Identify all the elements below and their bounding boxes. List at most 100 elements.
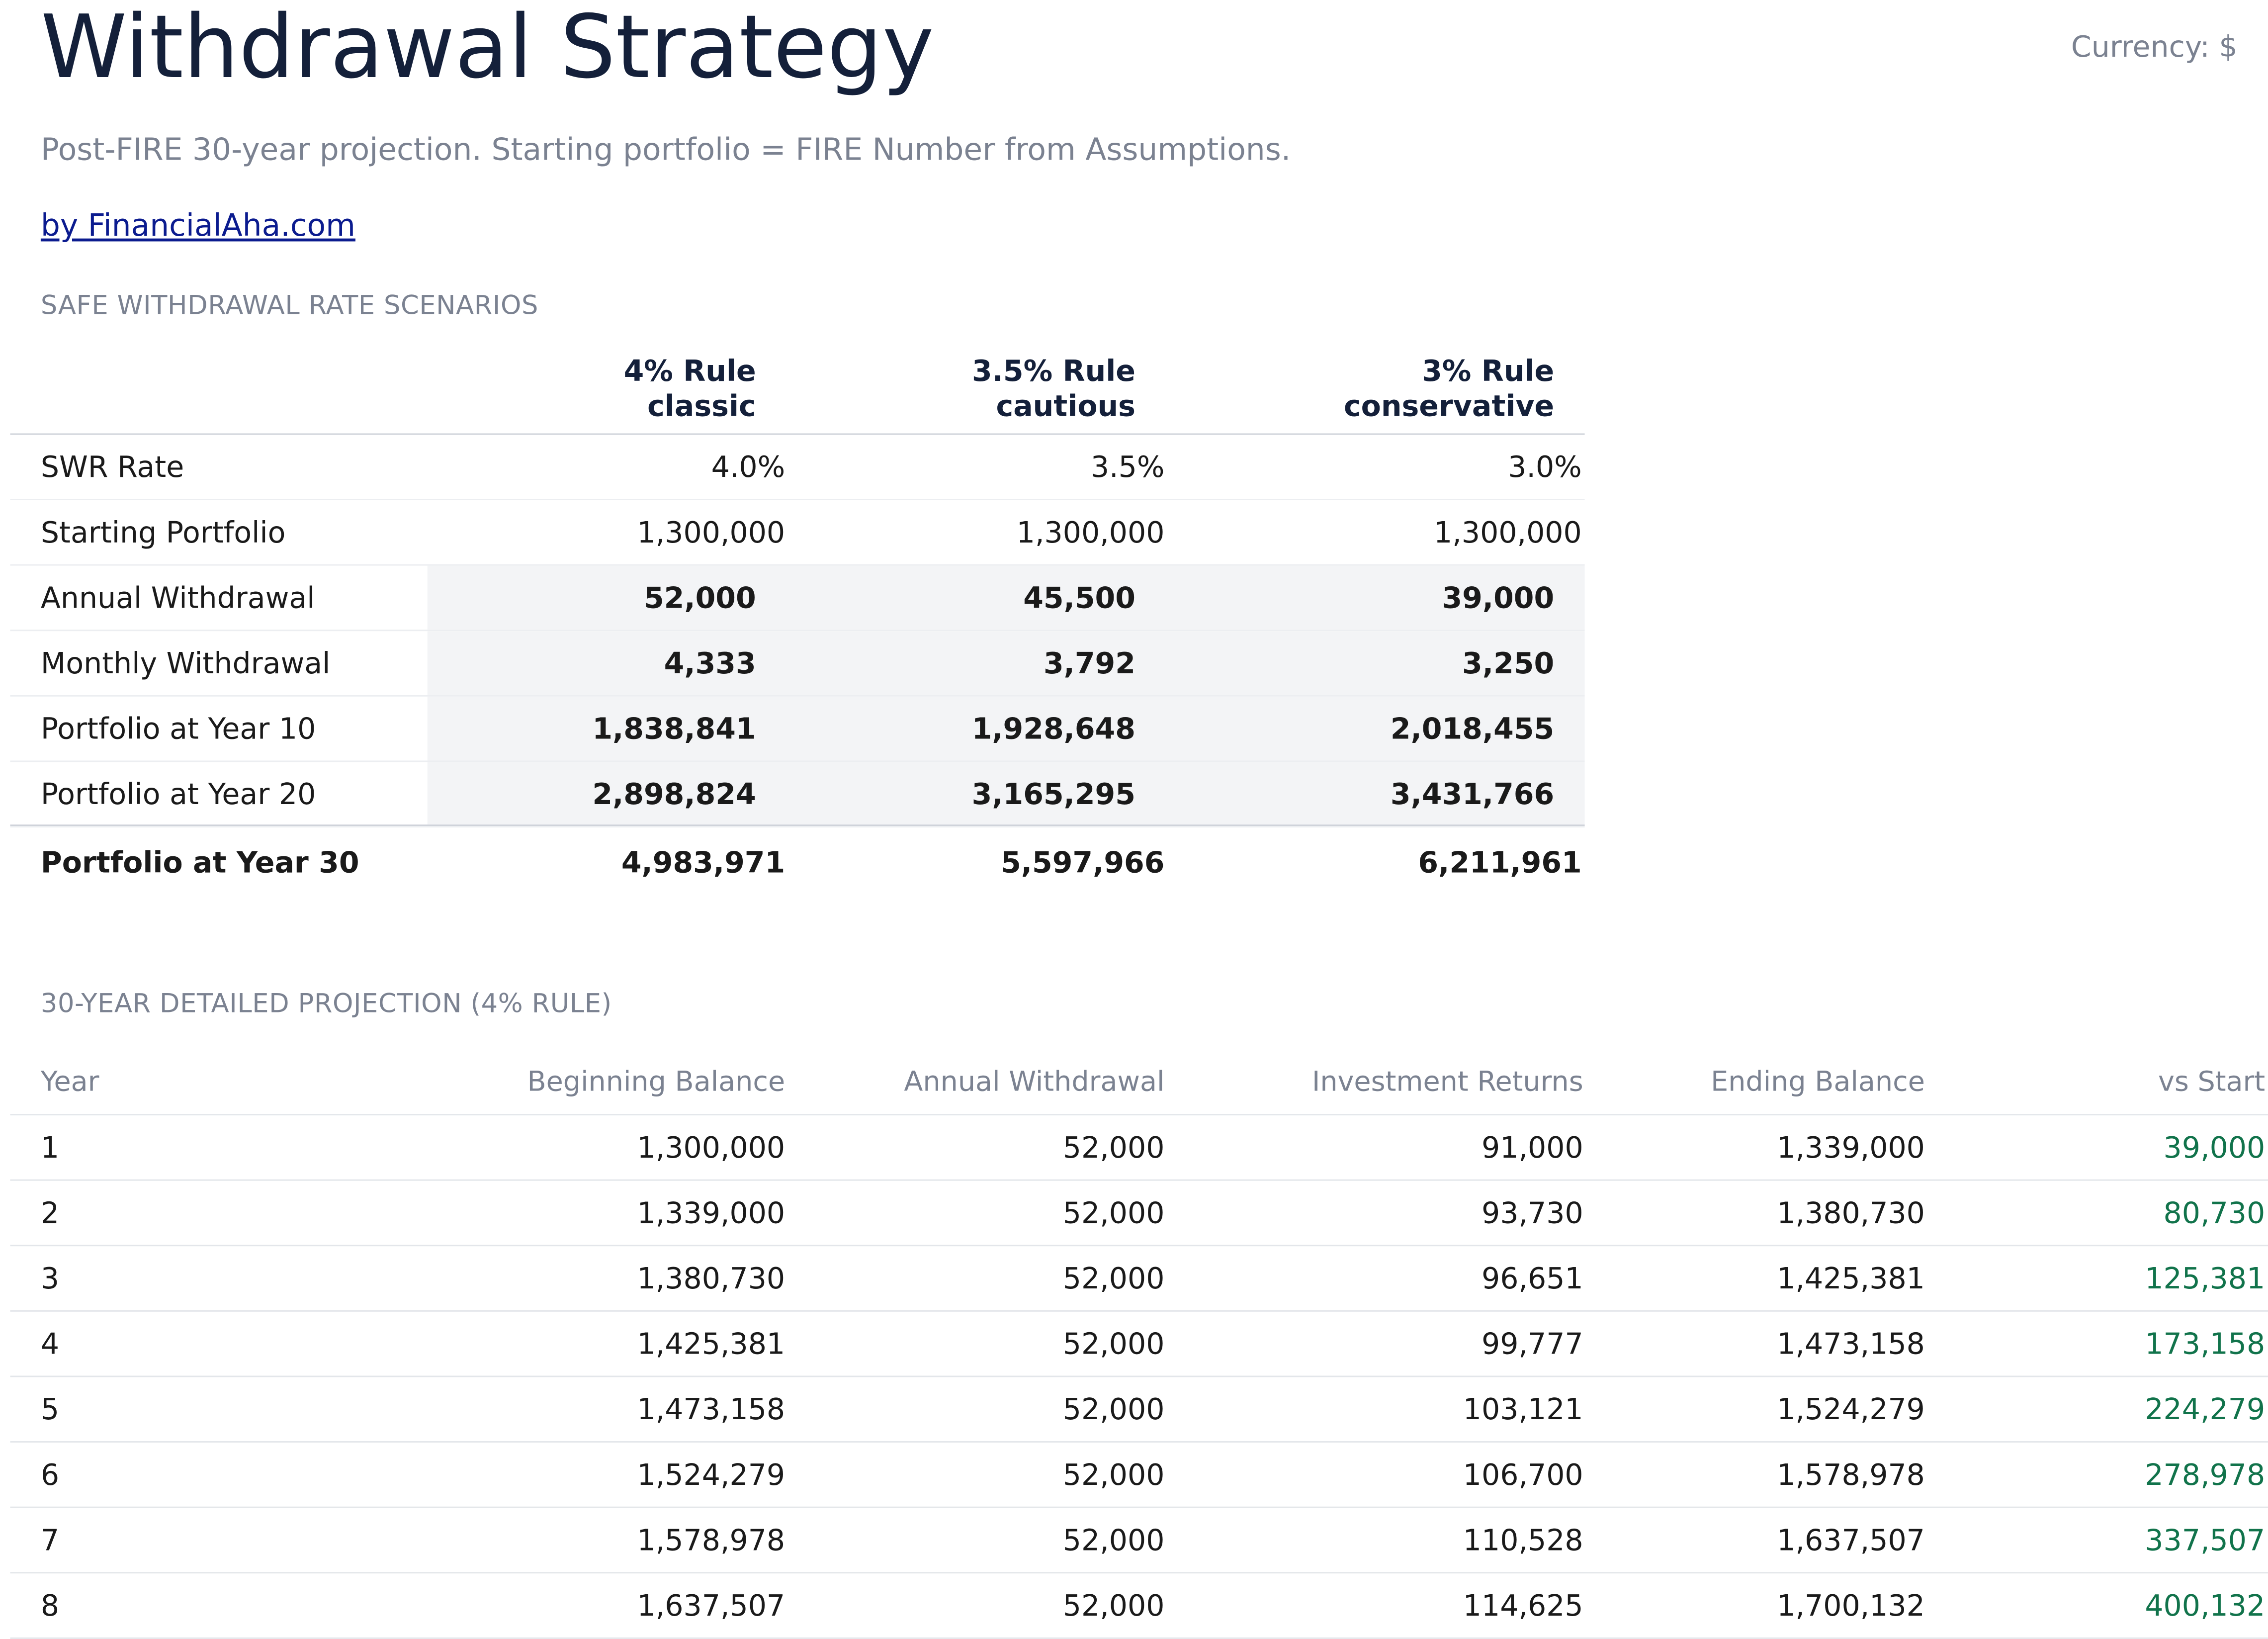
- projection-year: 1: [40, 1130, 60, 1165]
- scenario-total-row: Portfolio at Year 30 4,983,971 5,597,966 6,…: [10, 824, 1585, 899]
- scenario-row-label: Monthly Withdrawal: [40, 645, 331, 681]
- projection-value: 39,000: [2163, 1130, 2266, 1165]
- projection-year: 5: [40, 1391, 60, 1427]
- projection-year: 2: [40, 1195, 60, 1231]
- projection-column-header: Annual Withdrawal: [904, 1066, 1165, 1098]
- projection-value: 1,300,000: [637, 1130, 785, 1165]
- projection-value: 110,528: [1463, 1522, 1583, 1558]
- projection-value: 52,000: [1062, 1522, 1165, 1558]
- projection-header-row: Year Beginning Balance Annual Withdrawal In…: [10, 1050, 2268, 1116]
- projection-year: 7: [40, 1522, 60, 1558]
- scenario-value: 52,000: [643, 580, 756, 616]
- projection-value: 1,524,279: [1777, 1391, 1925, 1427]
- projection-year: 8: [40, 1588, 60, 1623]
- currency-indicator: Currency: $: [2071, 29, 2238, 64]
- scenario-header-3pct: 3% Rule conservative: [1343, 353, 1555, 424]
- scenario-row-label: SWR Rate: [40, 449, 184, 484]
- projection-value: 1,637,507: [637, 1588, 785, 1623]
- scenario-header-4pct: 4% Rule classic: [623, 353, 756, 424]
- projection-value: 52,000: [1062, 1195, 1165, 1231]
- scenario-row: Monthly Withdrawal 4,333 3,792 3,250: [10, 631, 1585, 697]
- projection-value: 1,339,000: [1777, 1130, 1925, 1165]
- scenario-header-3-5pct: 3.5% Rule cautious: [971, 353, 1135, 424]
- scenario-row: Portfolio at Year 10 1,838,841 1,928,648 2,…: [10, 696, 1585, 762]
- projection-value: 52,000: [1062, 1261, 1165, 1296]
- projection-column-header: Investment Returns: [1311, 1066, 1583, 1098]
- scenario-value: 3,165,295: [971, 776, 1135, 812]
- scenario-value: 4,333: [664, 645, 756, 681]
- projection-column-header: Year: [40, 1066, 99, 1098]
- scenario-row: Portfolio at Year 20 2,898,824 3,165,295 3,…: [10, 762, 1585, 827]
- scenario-value: 2,898,824: [592, 776, 756, 812]
- projection-value: 52,000: [1062, 1391, 1165, 1427]
- projection-value: 125,381: [2145, 1261, 2266, 1296]
- scenario-row: Starting Portfolio 1,300,000 1,300,000 1,30…: [10, 500, 1585, 566]
- scenarios-header-row: 4% Rule classic 3.5% Rule cautious 3% Ru…: [10, 353, 1585, 435]
- page-subtitle: Post-FIRE 30-year projection. Starting p…: [40, 132, 1291, 168]
- row-highlight: [427, 762, 1585, 826]
- projection-row: 1 1,300,000 52,000 91,000 1,339,000 39,000: [10, 1115, 2268, 1181]
- projection-row: 3 1,380,730 52,000 96,651 1,425,381 125,381: [10, 1246, 2268, 1312]
- projection-value: 52,000: [1062, 1326, 1165, 1362]
- row-highlight: [427, 696, 1585, 761]
- scenarios-section-label: SAFE WITHDRAWAL RATE SCENARIOS: [40, 290, 539, 322]
- scenario-value: 45,500: [1023, 580, 1135, 616]
- projection-column-header: Beginning Balance: [527, 1066, 785, 1098]
- projection-value: 106,700: [1463, 1457, 1583, 1492]
- projection-row: 8 1,637,507 52,000 114,625 1,700,132 400,132: [10, 1573, 2268, 1639]
- projection-value: 1,637,507: [1777, 1522, 1925, 1558]
- scenario-value: 4.0%: [711, 449, 785, 484]
- projection-value: 52,000: [1062, 1130, 1165, 1165]
- projection-value: 1,700,132: [1777, 1588, 1925, 1623]
- projection-column-header: Ending Balance: [1711, 1066, 1925, 1098]
- row-highlight: [427, 565, 1585, 630]
- projection-row: 2 1,339,000 52,000 93,730 1,380,730 80,730: [10, 1181, 2268, 1247]
- scenario-row-label: Starting Portfolio: [40, 515, 286, 550]
- row-highlight: [427, 631, 1585, 695]
- scenario-value: 3,431,766: [1390, 776, 1555, 812]
- scenario-row-label: Portfolio at Year 20: [40, 776, 316, 812]
- financialaha-link[interactable]: by FinancialAha.com: [40, 208, 355, 243]
- scenario-value: 3,250: [1462, 645, 1555, 681]
- projection-value: 91,000: [1482, 1130, 1583, 1165]
- projection-section-label: 30-YEAR DETAILED PROJECTION (4% RULE): [40, 989, 612, 1020]
- scenario-row: Annual Withdrawal 52,000 45,500 39,000: [10, 565, 1585, 632]
- total-row-value: 4,983,971: [621, 845, 785, 880]
- scenario-value: 1,838,841: [592, 711, 756, 746]
- scenario-value: 1,300,000: [637, 515, 785, 550]
- projection-row: 7 1,578,978 52,000 110,528 1,637,507 337,507: [10, 1508, 2268, 1574]
- projection-row: 4 1,425,381 52,000 99,777 1,473,158 173,158: [10, 1312, 2268, 1377]
- projection-value: 173,158: [2145, 1326, 2266, 1362]
- projection-year: 3: [40, 1261, 60, 1296]
- projection-value: 400,132: [2145, 1588, 2266, 1623]
- scenario-row-label: Portfolio at Year 10: [40, 711, 316, 746]
- scenario-row: SWR Rate 4.0% 3.5% 3.0%: [10, 435, 1585, 500]
- projection-value: 103,121: [1463, 1391, 1583, 1427]
- total-row-value: 6,211,961: [1418, 845, 1582, 880]
- projection-value: 1,339,000: [637, 1195, 785, 1231]
- projection-value: 278,978: [2145, 1457, 2266, 1492]
- projection-value: 96,651: [1482, 1261, 1583, 1296]
- scenario-row-label: Annual Withdrawal: [40, 580, 315, 616]
- projection-value: 224,279: [2145, 1391, 2266, 1427]
- projection-value: 1,578,978: [637, 1522, 785, 1558]
- projection-value: 99,777: [1482, 1326, 1583, 1362]
- scenario-value: 1,300,000: [1434, 515, 1582, 550]
- total-row-value: 5,597,966: [1001, 845, 1165, 880]
- scenario-value: 39,000: [1442, 580, 1555, 616]
- projection-row: 6 1,524,279 52,000 106,700 1,578,978 278,978: [10, 1443, 2268, 1508]
- projection-value: 1,473,158: [1777, 1326, 1925, 1362]
- projection-value: 52,000: [1062, 1588, 1165, 1623]
- projection-column-header: vs Start: [2158, 1066, 2266, 1098]
- projection-value: 80,730: [2163, 1195, 2266, 1231]
- projection-row: 5 1,473,158 52,000 103,121 1,524,279 224,279: [10, 1377, 2268, 1443]
- projection-value: 1,524,279: [637, 1457, 785, 1492]
- projection-year: 4: [40, 1326, 60, 1362]
- projection-value: 114,625: [1463, 1588, 1583, 1623]
- page-title: Withdrawal Strategy: [40, 0, 934, 99]
- projection-value: 1,380,730: [1777, 1195, 1925, 1231]
- projection-value: 1,380,730: [637, 1261, 785, 1296]
- total-row-label: Portfolio at Year 30: [40, 845, 359, 880]
- projection-value: 1,578,978: [1777, 1457, 1925, 1492]
